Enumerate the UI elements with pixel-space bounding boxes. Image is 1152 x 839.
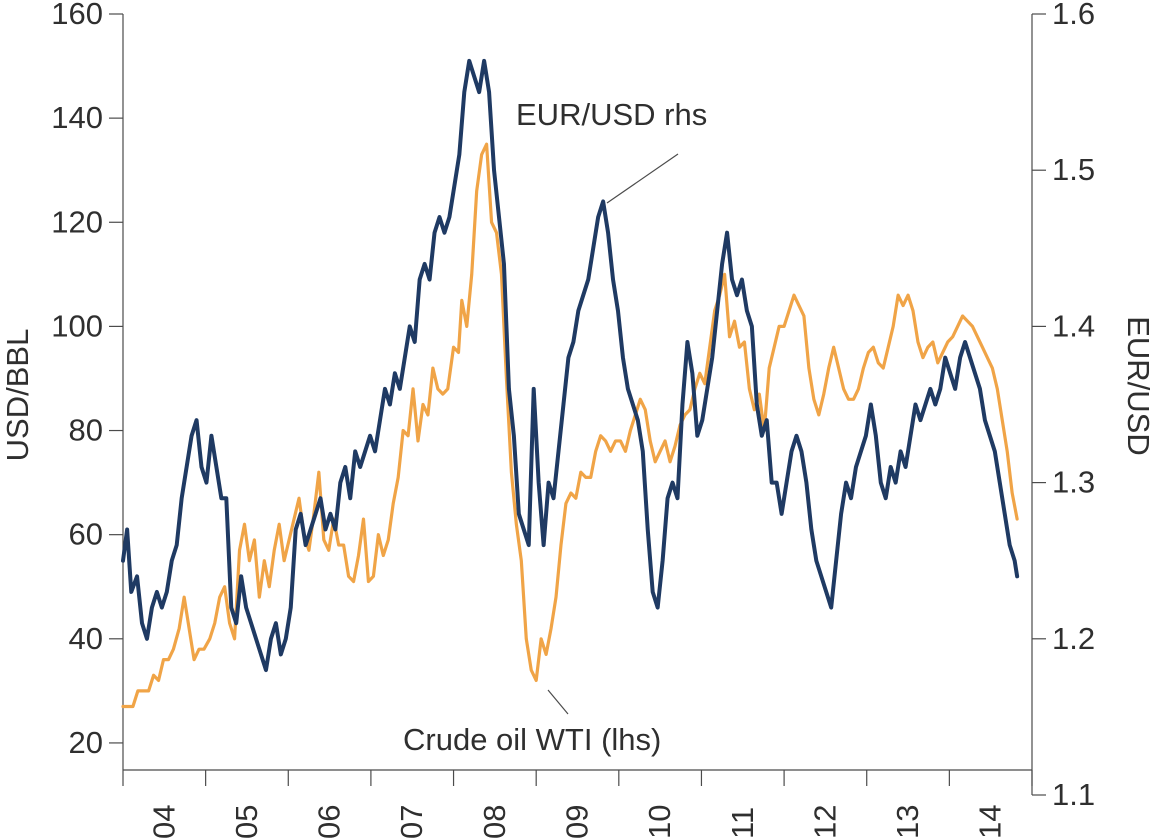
x-tick-label: 11 xyxy=(725,807,760,839)
right-y-tick-label: 1.6 xyxy=(1052,0,1095,31)
left-y-tick-label: 160 xyxy=(51,0,103,31)
crude-oil-series-line xyxy=(121,142,1019,709)
eurusd-series-line xyxy=(121,58,1020,673)
left-y-tick-label: 140 xyxy=(51,100,103,135)
eurusd-annotation: EUR/USD rhs xyxy=(516,97,707,132)
right-y-tick-label: 1.1 xyxy=(1052,777,1095,812)
left-y-tick-label: 80 xyxy=(69,413,103,448)
left-y-tick-label: 20 xyxy=(69,725,103,760)
right-y-tick-label: 1.3 xyxy=(1052,465,1095,500)
left-y-tick-label: 100 xyxy=(51,308,103,343)
right-y-tick-label: 1.5 xyxy=(1052,152,1095,187)
left-y-tick-label: 40 xyxy=(69,621,103,656)
eurusd-leader-line xyxy=(606,153,679,204)
left-y-tick-label: 120 xyxy=(51,204,103,239)
left-y-tick-label: 60 xyxy=(69,517,103,552)
series-group xyxy=(121,58,1020,709)
x-tick-label: 05 xyxy=(229,805,264,839)
crude-oil-annotation: Crude oil WTI (lhs) xyxy=(403,722,661,757)
x-tick-label: 09 xyxy=(560,805,595,839)
x-tick-label: 08 xyxy=(477,805,512,839)
x-tick-label: 07 xyxy=(394,805,429,839)
x-tick-label: 10 xyxy=(642,805,677,839)
axes-group xyxy=(109,13,1046,796)
right-y-tick-label: 1.2 xyxy=(1052,621,1095,656)
right-y-tick-label: 1.4 xyxy=(1052,308,1095,343)
x-tick-label: 06 xyxy=(312,805,347,839)
right-y-axis-title: EUR/USD xyxy=(1121,316,1152,456)
crude-oil-leader-line xyxy=(547,689,569,715)
x-tick-label: 12 xyxy=(807,805,842,839)
x-tick-label: 14 xyxy=(973,805,1008,839)
left-y-axis-title: USD/BBL xyxy=(0,329,35,462)
x-tick-label: 04 xyxy=(146,805,181,839)
x-tick-label: 13 xyxy=(890,805,925,839)
